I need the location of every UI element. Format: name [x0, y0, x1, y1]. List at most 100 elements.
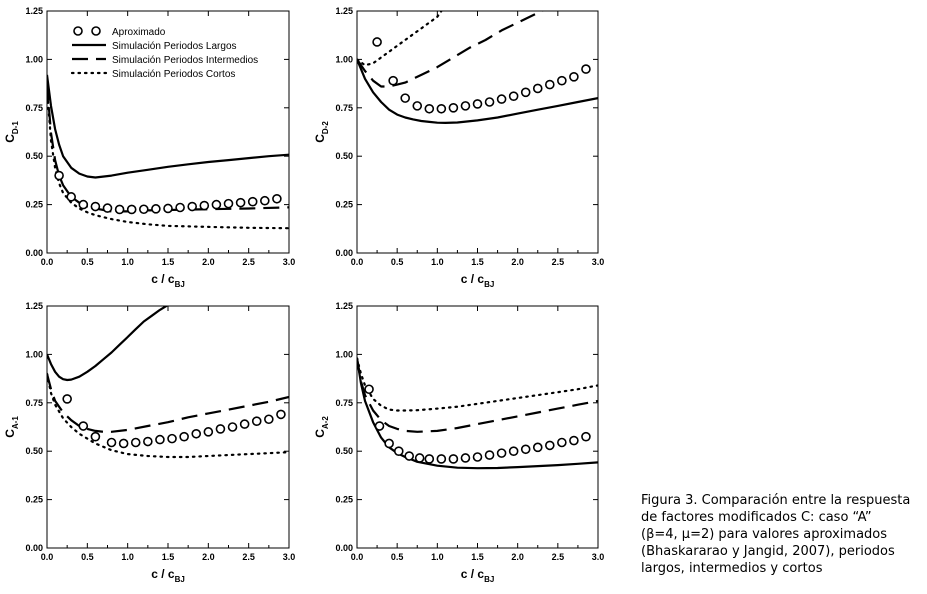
- data-point-aproximado: [272, 193, 282, 204]
- y-tick-label: 0.25: [25, 200, 43, 210]
- data-point-aproximado: [247, 196, 258, 207]
- data-point-aproximado: [508, 446, 519, 457]
- data-point-aproximado: [143, 436, 153, 447]
- data-point-aproximado: [424, 454, 435, 464]
- data-point-aproximado: [400, 93, 411, 103]
- y-axis-label-main: C: [313, 429, 327, 438]
- data-point-aproximado: [414, 453, 425, 463]
- y-tick-label: 0.50: [25, 446, 43, 456]
- data-point-aproximado: [251, 416, 262, 426]
- legend-label: Simulación Periodos Intermedios: [112, 55, 258, 66]
- x-tick-label: 3.0: [283, 552, 296, 562]
- y-tick-label: 0.50: [335, 446, 353, 456]
- data-point-aproximado: [155, 434, 165, 445]
- y-tick-label: 1.00: [335, 54, 353, 64]
- data-point-aproximado: [227, 422, 238, 432]
- series-line-dash: [357, 358, 598, 433]
- y-tick-label: 0.75: [335, 103, 353, 113]
- data-point-aproximado: [175, 202, 185, 213]
- y-axis-label-sub: A-1: [11, 416, 20, 429]
- y-axis-label: CD-1: [3, 121, 20, 143]
- y-tick-label: 1.00: [25, 349, 43, 359]
- y-tick-label: 0.75: [335, 398, 353, 408]
- legend-label: Simulación Periodos Cortos: [112, 69, 235, 80]
- y-axis-label-main: C: [3, 429, 17, 438]
- data-point-aproximado: [364, 384, 374, 395]
- data-point-aproximado: [412, 101, 423, 111]
- y-tick-label: 0.25: [25, 495, 43, 505]
- y-tick-label: 1.25: [335, 301, 353, 311]
- legend-label: Simulación Periodos Largos: [112, 41, 237, 52]
- y-axis-label-sub: D-1: [11, 121, 20, 134]
- data-point-aproximado: [78, 421, 89, 431]
- series-line-dash: [47, 373, 289, 433]
- x-tick-label: 2.5: [242, 257, 255, 267]
- data-point-aproximado: [130, 437, 141, 448]
- x-tick-label: 0.5: [81, 552, 94, 562]
- data-point-aproximado: [126, 204, 137, 215]
- y-tick-label: 1.00: [335, 349, 353, 359]
- chart-panel-ca2: 0.0 0.5 1.0 1.5 2.0 2.5 3.0 0.00 0.25 0.50 0.75 1.0…: [313, 301, 604, 584]
- data-point-aproximado: [90, 431, 101, 442]
- series-line-dot: [357, 11, 443, 67]
- x-axis-label: c / cBJ: [151, 272, 185, 289]
- x-axis-label-sub: BJ: [175, 280, 185, 289]
- data-point-aproximado: [496, 94, 507, 104]
- data-point-aproximado: [472, 452, 483, 462]
- data-point-aproximado: [374, 421, 385, 431]
- x-tick-label: 2.0: [202, 257, 215, 267]
- chart-panel-ca1: 0.0 0.5 1.0 1.5 2.0 2.5 3.0 0.00 0.25 0.50 0.75 1.0…: [3, 301, 295, 584]
- series-line-dot: [47, 87, 289, 230]
- y-tick-label: 0.75: [25, 398, 43, 408]
- x-tick-label: 0.0: [351, 257, 364, 267]
- data-point-aproximado: [179, 431, 189, 442]
- x-tick-label: 0.5: [391, 257, 404, 267]
- x-tick-label: 2.0: [511, 552, 524, 562]
- plot-area: [357, 11, 598, 125]
- caption-line: de factores modificados C: caso “A”: [641, 510, 872, 525]
- x-axis-label-main: c / c: [151, 567, 175, 581]
- x-axis-label: c / cBJ: [151, 567, 185, 584]
- y-tick-label: 0.25: [335, 200, 353, 210]
- data-point-aproximado: [163, 203, 173, 214]
- data-point-aproximado: [235, 197, 246, 208]
- data-point-aproximado: [211, 199, 222, 210]
- x-tick-label: 1.0: [431, 552, 444, 562]
- series-line-solid: [357, 58, 598, 125]
- plot-area: [47, 74, 289, 230]
- x-tick-label: 0.5: [81, 257, 94, 267]
- data-point-aproximado: [532, 83, 543, 94]
- caption-line: largos, intermedios y cortos: [641, 561, 823, 576]
- plot-frame: [356, 10, 599, 254]
- y-axis-label: CA-2: [313, 416, 330, 438]
- y-tick-label: 0.00: [335, 248, 353, 258]
- y-tick-label: 1.25: [335, 6, 353, 16]
- data-point-aproximado: [484, 97, 495, 107]
- data-point-aproximado: [90, 201, 101, 212]
- data-point-aproximado: [102, 203, 113, 213]
- data-point-aproximado: [276, 409, 286, 420]
- series-line-solid: [47, 74, 289, 179]
- x-tick-label: 2.5: [242, 552, 255, 562]
- y-axis-label: CD-2: [313, 121, 330, 143]
- series-line-solid: [357, 358, 598, 470]
- x-tick-label: 1.5: [471, 552, 484, 562]
- data-point-aproximado: [139, 204, 149, 215]
- series-line-dash: [47, 84, 289, 213]
- data-point-aproximado: [372, 37, 382, 47]
- y-tick-label: 0.75: [25, 103, 43, 113]
- x-axis-label: c / cBJ: [461, 272, 495, 289]
- plot-area: [357, 357, 598, 470]
- x-tick-label: 3.0: [592, 552, 605, 562]
- x-tick-label: 2.5: [552, 257, 565, 267]
- series-line-solid: [47, 306, 169, 382]
- data-point-aproximado: [460, 101, 471, 111]
- data-point-aproximado: [436, 103, 447, 114]
- data-point-aproximado: [581, 431, 591, 442]
- data-point-aproximado: [448, 103, 459, 113]
- data-point-aproximado: [62, 394, 72, 404]
- x-tick-label: 1.0: [121, 552, 134, 562]
- data-point-aproximado: [569, 435, 579, 446]
- data-point-aproximado: [569, 72, 579, 82]
